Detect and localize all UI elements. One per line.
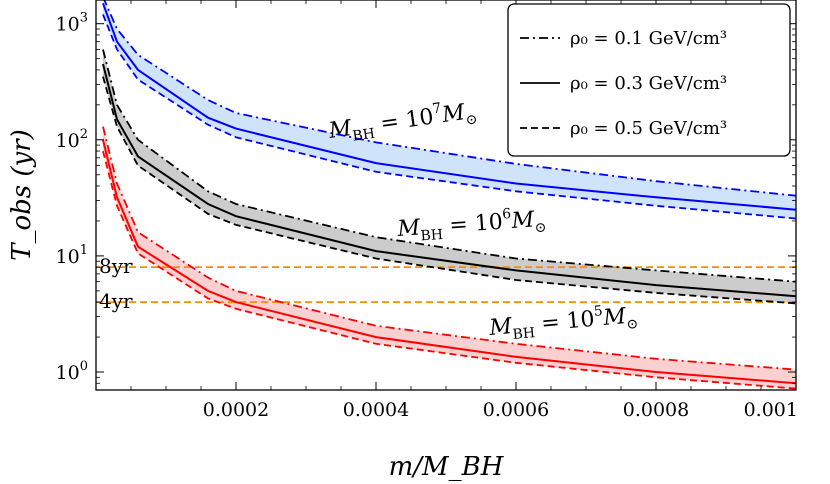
curve-label: MBH = 107M⊙ [326, 96, 479, 149]
legend-box [507, 3, 791, 157]
legend-label: ρ₀ = 0.3 GeV/cm³ [570, 73, 727, 94]
series-line-dashed [102, 14, 796, 220]
axis-labels: m/M_BH T_obs (yr) [7, 129, 505, 482]
x-tick-label: 0.0008 [623, 399, 689, 421]
series-line-dashdot [102, 126, 796, 371]
x-tick-label: 0.001 [744, 399, 798, 421]
x-tick-label: 0.0002 [203, 399, 269, 421]
y-tick-label: 100 [56, 359, 88, 384]
series-line-solid [102, 2, 796, 211]
y-tick-label: 101 [56, 243, 88, 268]
y-axis-label: T_obs (yr) [7, 129, 37, 261]
legend: ρ₀ = 0.1 GeV/cm³ ρ₀ = 0.3 GeV/cm³ ρ₀ = 0.5… [507, 3, 791, 157]
hline-label: 8yr [99, 254, 133, 278]
band-fill [103, 126, 796, 389]
series-line-dashed [102, 76, 796, 305]
curve-label: MBH = 105M⊙ [487, 300, 639, 345]
curve-label: MBH = 106M⊙ [395, 204, 547, 246]
band-fill [103, 49, 796, 304]
y-tick-label: 102 [56, 127, 88, 152]
legend-label: ρ₀ = 0.5 GeV/cm³ [570, 118, 727, 139]
y-tick-label: 103 [56, 11, 88, 36]
series-line-solid [102, 139, 796, 385]
legend-label: ρ₀ = 0.1 GeV/cm³ [570, 28, 727, 49]
x-tick-label: 0.0006 [483, 399, 549, 421]
series-line-dashdot [103, 0, 796, 197]
x-tick-label: 0.0004 [343, 399, 409, 421]
x-axis-label: m/M_BH [389, 452, 505, 482]
hline-label: 4yr [99, 289, 133, 313]
curves [102, 0, 796, 390]
series-line-dashed [102, 150, 796, 390]
tick-labels: 0.0002 0.0004 0.0006 0.0008 0.001 100 101 102 10… [56, 0, 798, 421]
series-line-dashdot [102, 49, 796, 283]
series-line-solid [102, 63, 796, 298]
